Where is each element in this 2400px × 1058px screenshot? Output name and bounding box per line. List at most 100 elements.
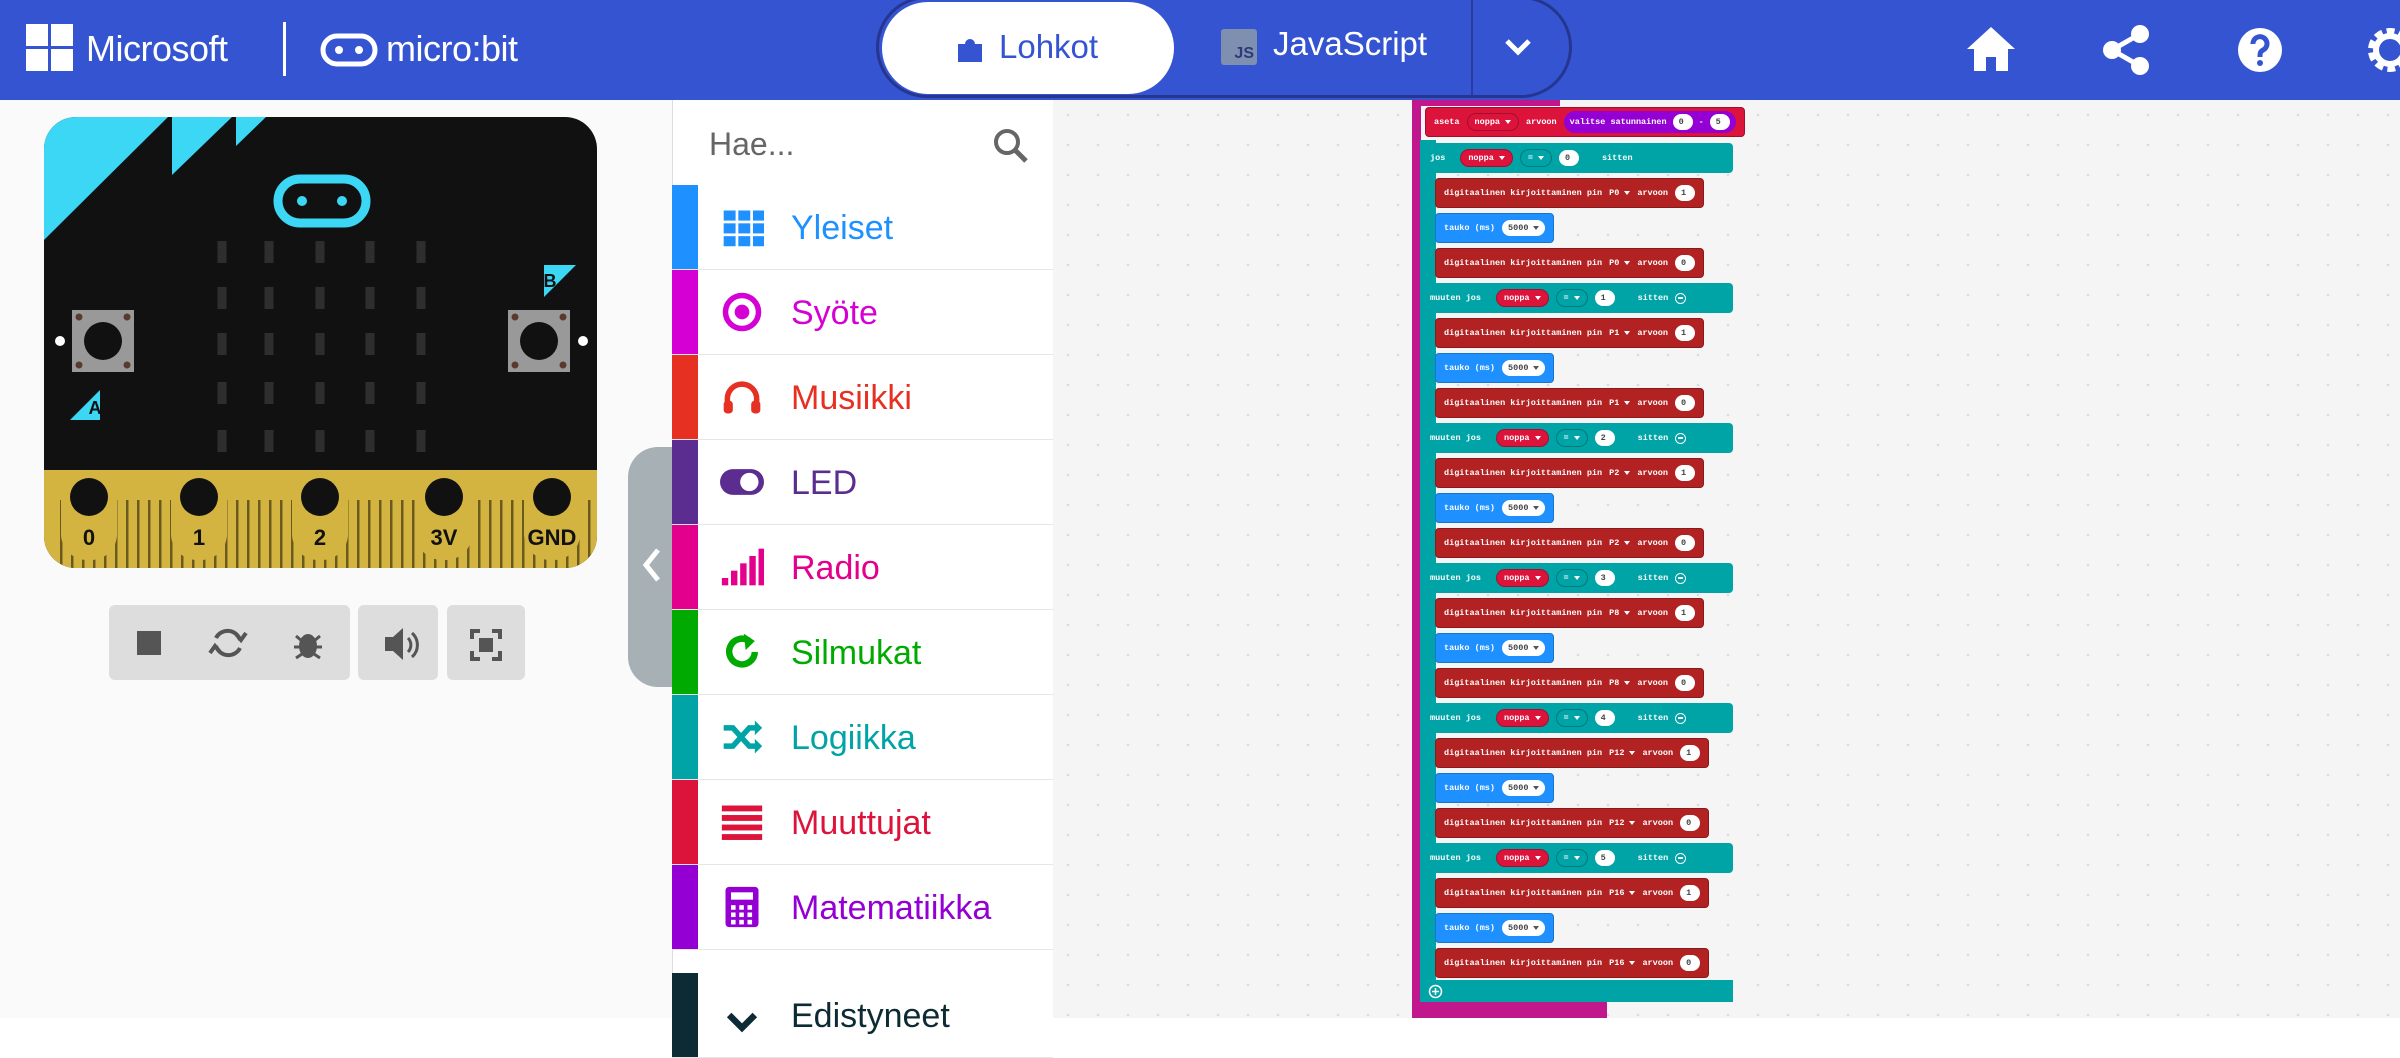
category[interactable]: Muuttujat [672,780,1053,865]
operator-dropdown[interactable]: = [1555,709,1588,727]
duration-dropdown[interactable]: 5000 [1502,920,1546,936]
number-input[interactable]: 3 [1594,570,1615,586]
number-input[interactable]: 0 [1674,395,1695,411]
category[interactable]: Matematiikka [672,865,1053,950]
digital-write-block[interactable]: digitaalinen kirjoittaminen pin P2 arvoon 0 [1435,528,1704,558]
number-input[interactable]: 4 [1594,710,1615,726]
remove-branch[interactable] [1675,292,1687,304]
number-input[interactable]: 2 [1594,430,1615,446]
digital-write-block[interactable]: digitaalinen kirjoittaminen pin P16 arvoon… [1435,878,1710,908]
pin-dropdown[interactable]: P16 [1609,888,1636,898]
random-block[interactable]: valitse satunnainen 0-5 [1563,111,1736,133]
digital-write-block[interactable]: digitaalinen kirjoittaminen pin P0 arvoon 0 [1435,248,1704,278]
if-branch[interactable]: muuten jos noppa = 4 sitten [1420,703,1733,733]
pause-block[interactable]: tauko (ms) 5000 [1435,773,1555,803]
category[interactable]: Radio [672,525,1053,610]
number-input[interactable]: 0 [1674,675,1695,691]
search-icon[interactable] [991,126,1031,166]
category[interactable]: Logiikka [672,695,1053,780]
remove-branch[interactable] [1675,712,1687,724]
operator-dropdown[interactable]: = [1555,849,1588,867]
duration-dropdown[interactable]: 5000 [1502,360,1546,376]
category[interactable]: Edistyneet [672,973,1053,1058]
number-input[interactable]: 1 [1680,745,1701,761]
pin-dropdown[interactable]: P0 [1609,188,1631,198]
restart-button[interactable] [208,628,248,658]
button-a[interactable] [72,310,134,372]
number-input[interactable]: 0 [1680,815,1701,831]
digital-write-block[interactable]: digitaalinen kirjoittaminen pin P8 arvoon 0 [1435,668,1704,698]
variable-dropdown[interactable]: noppa [1496,709,1549,727]
digital-write-block[interactable]: digitaalinen kirjoittaminen pin P8 arvoon 1 [1435,598,1704,628]
variable-dropdown[interactable]: noppa [1496,849,1549,867]
pause-block[interactable]: tauko (ms) 5000 [1435,353,1555,383]
number-input[interactable]: 1 [1674,325,1695,341]
category[interactable]: Yleiset [672,185,1053,270]
variable-dropdown[interactable]: noppa [1496,289,1549,307]
pin-dropdown[interactable]: P8 [1609,678,1631,688]
settings-icon[interactable] [2364,24,2400,76]
stop-button[interactable] [137,631,161,655]
tab-label[interactable]: JavaScript [1273,25,1428,62]
if-branch[interactable]: muuten jos noppa = 5 sitten [1420,843,1733,873]
pin-dropdown[interactable]: P0 [1609,258,1631,268]
operator-dropdown[interactable]: = [1555,289,1588,307]
pin-dropdown[interactable]: P1 [1609,328,1631,338]
variable-dropdown[interactable]: noppa [1466,113,1520,131]
category[interactable]: LED [672,440,1053,525]
digital-write-block[interactable]: digitaalinen kirjoittaminen pin P16 arvoon… [1435,948,1710,978]
if-branch[interactable]: muuten jos noppa = 1 sitten [1420,283,1733,313]
digital-write-block[interactable]: digitaalinen kirjoittaminen pin P1 arvoon 1 [1435,318,1704,348]
collapse-simulator[interactable] [628,447,672,687]
variable-dropdown[interactable]: noppa [1496,429,1549,447]
home-icon[interactable] [1965,25,2017,73]
set-block[interactable]: aseta noppa arvoon valitse satunnainen 0-5 [1425,107,1745,137]
number-input[interactable]: 1 [1674,605,1695,621]
pause-block[interactable]: tauko (ms) 5000 [1435,633,1555,663]
category[interactable]: Musiikki [672,355,1053,440]
pause-block[interactable]: tauko (ms) 5000 [1435,913,1555,943]
remove-branch[interactable] [1675,572,1687,584]
digital-write-block[interactable]: digitaalinen kirjoittaminen pin P0 arvoon 1 [1435,178,1704,208]
operator-dropdown[interactable]: = [1519,149,1552,167]
duration-dropdown[interactable]: 5000 [1502,220,1546,236]
if-branch[interactable]: jos noppa = 0 sitten [1420,143,1733,173]
operator-dropdown[interactable]: = [1555,429,1588,447]
debug-button[interactable] [294,634,322,660]
duration-dropdown[interactable]: 5000 [1502,640,1546,656]
number-input[interactable]: 0 [1674,255,1695,271]
number-input[interactable]: 0 [1674,535,1695,551]
remove-branch[interactable] [1675,852,1687,864]
number-input[interactable]: 5 [1709,114,1730,130]
share-icon[interactable] [2100,24,2152,76]
operator-dropdown[interactable]: = [1555,569,1588,587]
number-input[interactable]: 0 [1680,955,1701,971]
pause-block[interactable]: tauko (ms) 5000 [1435,493,1555,523]
remove-branch[interactable] [1675,432,1687,444]
pin-dropdown[interactable]: P2 [1609,538,1631,548]
digital-write-block[interactable]: digitaalinen kirjoittaminen pin P12 arvoon… [1435,738,1710,768]
variable-dropdown[interactable]: noppa [1496,569,1549,587]
if-branch[interactable]: muuten jos noppa = 3 sitten [1420,563,1733,593]
number-input[interactable]: 0 [1672,114,1693,130]
pin-dropdown[interactable]: P8 [1609,608,1631,618]
help-icon[interactable] [2236,26,2284,74]
if-branch[interactable]: muuten jos noppa = 2 sitten [1420,423,1733,453]
mute-button[interactable] [385,628,419,660]
digital-write-block[interactable]: digitaalinen kirjoittaminen pin P12 arvoon… [1435,808,1710,838]
search-placeholder[interactable]: Hae... [709,126,795,162]
number-input[interactable]: 1 [1674,185,1695,201]
digital-write-block[interactable]: digitaalinen kirjoittaminen pin P1 arvoon 0 [1435,388,1704,418]
number-input[interactable]: 1 [1680,885,1701,901]
pin-dropdown[interactable]: P2 [1609,468,1631,478]
button-b[interactable] [508,310,570,372]
blocks-tab[interactable]: Lohkot [882,2,1174,94]
pin-dropdown[interactable]: P12 [1609,748,1636,758]
digital-write-block[interactable]: digitaalinen kirjoittaminen pin P2 arvoon 1 [1435,458,1704,488]
number-input[interactable]: 1 [1674,465,1695,481]
pause-block[interactable]: tauko (ms) 5000 [1435,213,1555,243]
number-input[interactable]: 1 [1594,290,1615,306]
duration-dropdown[interactable]: 5000 [1502,780,1546,796]
pin-dropdown[interactable]: P1 [1609,398,1631,408]
fullscreen-button[interactable] [470,629,502,661]
